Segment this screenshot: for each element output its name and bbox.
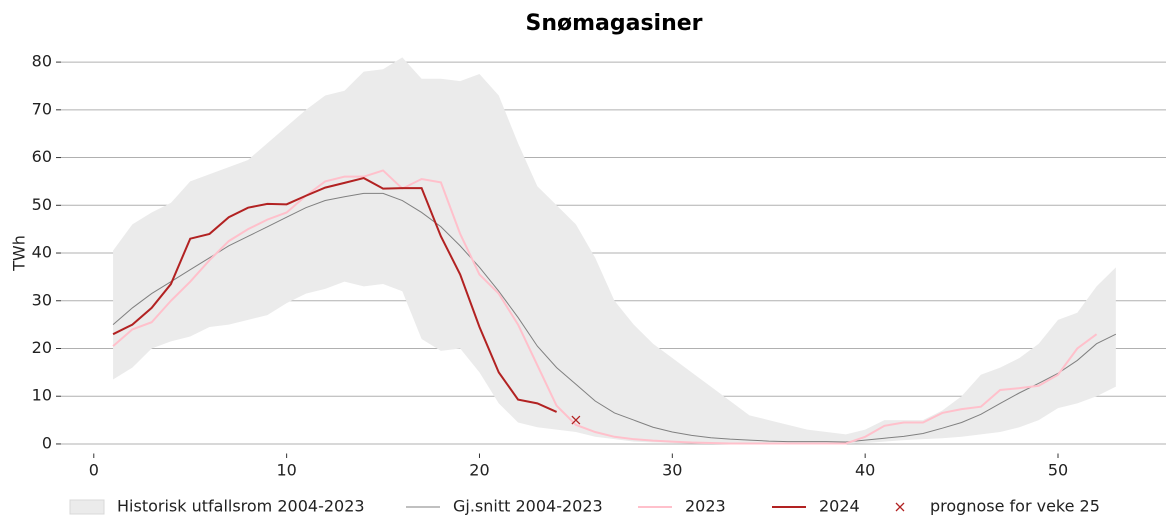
y-tick-label: 40 bbox=[32, 243, 52, 262]
y-tick-label: 20 bbox=[32, 338, 52, 357]
y-tick-label: 10 bbox=[32, 386, 52, 405]
legend-label: 2023 bbox=[685, 497, 726, 516]
y-tick-label: 80 bbox=[32, 52, 52, 71]
y-tick-label: 60 bbox=[32, 147, 52, 166]
legend-swatch bbox=[895, 502, 905, 512]
chart-title: Snømagasiner bbox=[525, 11, 702, 36]
x-tick-label: 0 bbox=[89, 461, 99, 480]
x-tick-label: 20 bbox=[469, 461, 489, 480]
series-line bbox=[112, 169, 1098, 445]
legend-label: Gj.snitt 2004-2023 bbox=[453, 497, 603, 516]
y-tick-label: 70 bbox=[32, 99, 52, 118]
y-tick-label: 0 bbox=[42, 433, 52, 452]
forecast-marker bbox=[571, 415, 581, 425]
legend-label: Historisk utfallsrom 2004-2023 bbox=[117, 497, 365, 516]
y-tick-label: 30 bbox=[32, 290, 52, 309]
range-band bbox=[113, 57, 1116, 444]
legend-swatch bbox=[69, 499, 105, 515]
legend-label: 2024 bbox=[819, 497, 860, 516]
x-tick-label: 50 bbox=[1048, 461, 1068, 480]
y-axis-label: TWh bbox=[10, 235, 29, 272]
x-tick-label: 10 bbox=[276, 461, 296, 480]
series-line bbox=[112, 177, 558, 413]
x-tick-label: 30 bbox=[662, 461, 682, 480]
series-line bbox=[112, 192, 1117, 443]
legend-label: prognose for veke 25 bbox=[930, 497, 1100, 516]
y-tick-label: 50 bbox=[32, 195, 52, 214]
x-tick-label: 40 bbox=[855, 461, 875, 480]
